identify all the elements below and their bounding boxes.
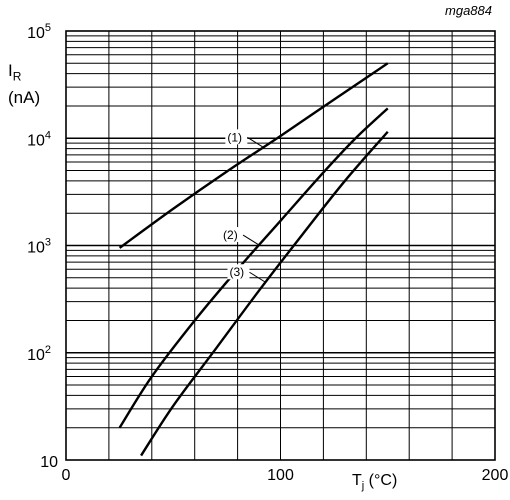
series-line-1 [118,62,389,249]
x-axis-unit: (°C) [364,472,398,489]
plot-frame [65,30,496,461]
series-label-3: (3) [229,265,244,279]
plot-border [65,30,496,461]
x-axis-label-main: T [352,472,362,489]
y-tick-label: 102 [27,344,51,364]
grid [66,31,495,460]
series-label-leader [249,271,266,283]
series-label-leader [247,136,264,148]
y-tick-label: 10 [40,454,58,471]
x-tick-label: 200 [482,467,509,484]
x-tick-label: 100 [267,467,294,484]
series-label-halo [227,264,250,280]
series-lines: (1) (2) (3) [118,62,389,457]
y-axis-label-sub: R [12,69,22,84]
y-tick-label: 105 [27,22,51,42]
y-axis-label-main: I [8,61,13,80]
series-label-1: (1) [227,130,242,144]
series-label-2: (2) [223,228,238,242]
series-label-halo [221,227,244,243]
x-axis-label-sub: j [361,480,365,493]
y-axis-label: IR (nA) [8,60,40,109]
y-tick-label: 104 [27,129,51,149]
tick-labels: 0 100 200 10 102 103 104 105 [27,22,508,484]
y-tick-label: 103 [27,237,51,257]
series-line-2 [118,107,389,429]
series-label-halo [225,129,248,145]
x-axis-label: Tj (°C) [352,472,397,492]
y-axis-unit: (nA) [8,88,41,108]
figure-reference: mga884 [445,3,492,18]
series-line-3 [140,130,389,457]
x-tick-label: 0 [62,467,71,484]
series-label-leader [242,234,260,246]
